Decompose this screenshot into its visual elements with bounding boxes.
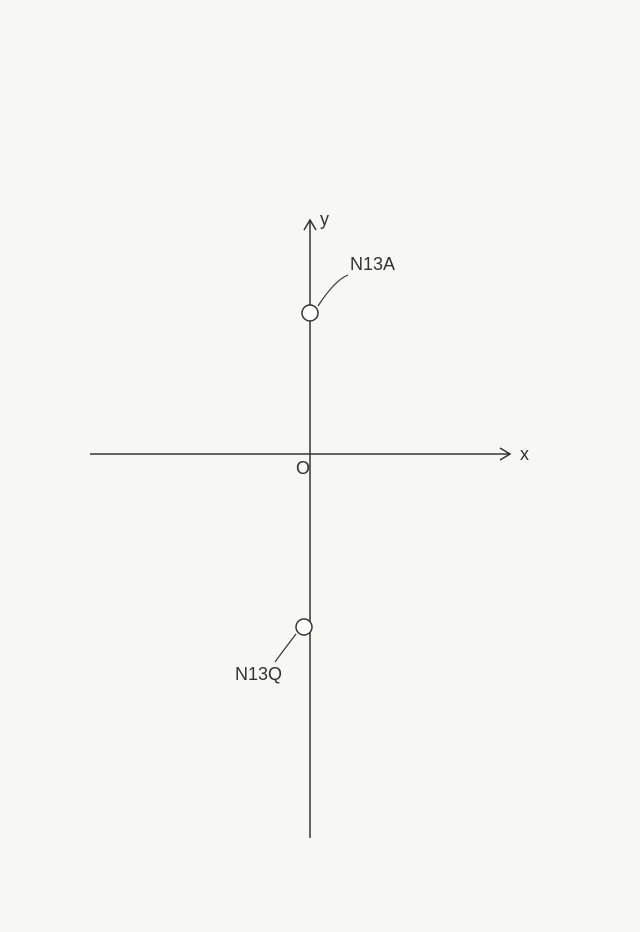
label-n13a: N13A xyxy=(350,254,395,274)
leader-n13a xyxy=(318,275,348,306)
point-n13q xyxy=(296,619,312,635)
label-n13q: N13Q xyxy=(235,664,282,684)
x-axis-label: x xyxy=(520,444,529,464)
y-axis-label: y xyxy=(320,209,329,229)
leader-n13q xyxy=(275,634,296,662)
coordinate-diagram: O x y N13A N13Q xyxy=(0,0,640,932)
point-n13a xyxy=(302,305,318,321)
origin-label: O xyxy=(296,458,310,478)
diagram-svg: O x y N13A N13Q xyxy=(0,0,640,932)
